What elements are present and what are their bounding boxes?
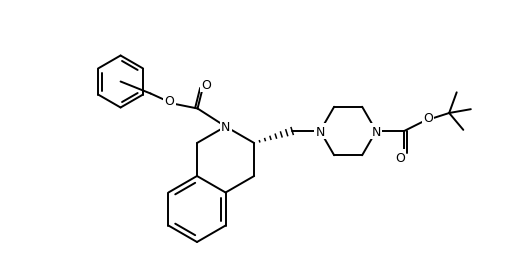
- Text: N: N: [315, 125, 325, 138]
- Text: O: O: [165, 95, 175, 108]
- Text: O: O: [423, 111, 433, 124]
- Text: O: O: [202, 79, 211, 92]
- Text: N: N: [221, 121, 230, 133]
- Text: N: N: [371, 125, 381, 138]
- Text: O: O: [395, 151, 405, 164]
